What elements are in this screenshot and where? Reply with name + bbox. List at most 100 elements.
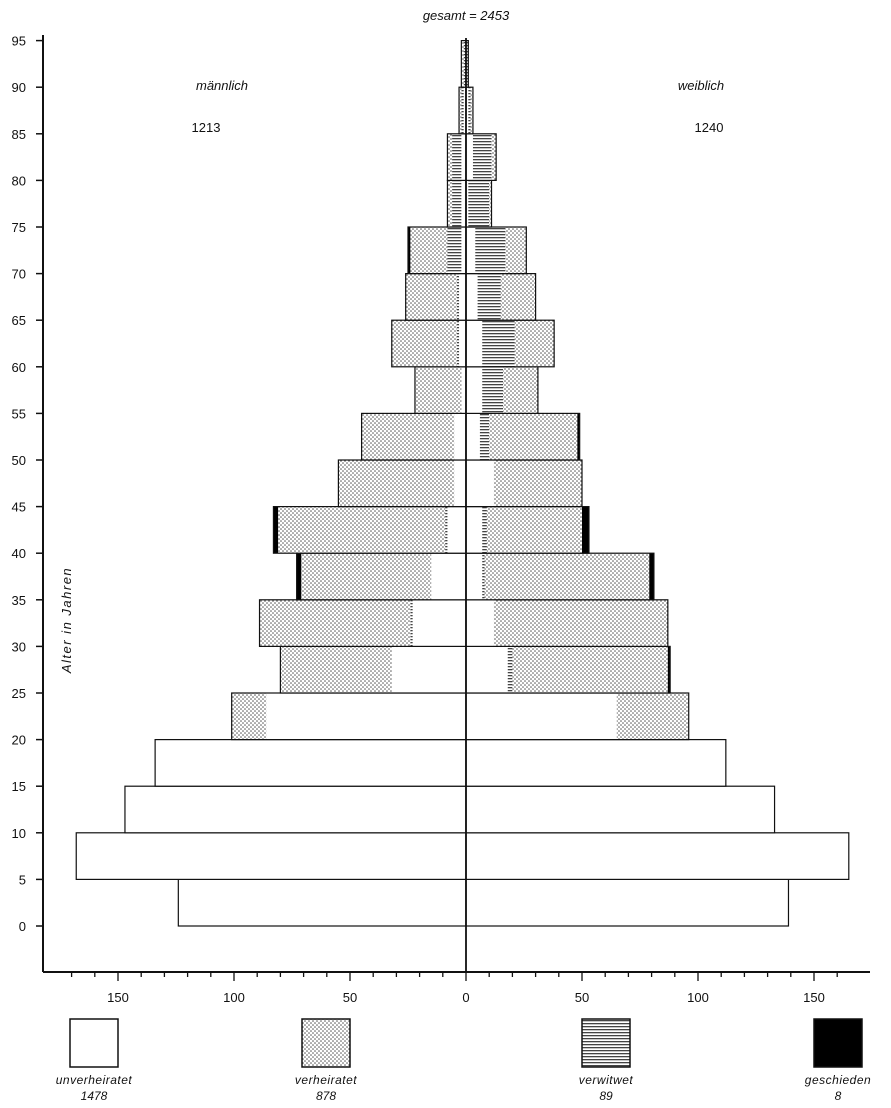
left-group-total: 1213	[192, 120, 221, 135]
bar-male-unverheiratet-0–4	[178, 879, 466, 926]
bar-female-verwitwet-60–64	[482, 320, 515, 367]
bar-female-unverheiratet-35–39	[466, 553, 483, 600]
bar-female-verheiratet-45–49	[493, 460, 582, 507]
bar-female-unverheiratet-85–89	[466, 87, 469, 134]
bar-male-unverheiratet-30–34	[412, 599, 466, 647]
bar-female-verheiratet-25–29	[512, 646, 668, 693]
bar-female-unverheiratet-70–74	[466, 227, 476, 274]
y-tick-label: 90	[12, 80, 26, 95]
x-tick-label: 100	[687, 990, 709, 1005]
bar-male-verheiratet-50–54	[361, 413, 455, 460]
x-tick-label: 50	[343, 990, 357, 1005]
bar-male-verheiratet-55–59	[414, 366, 462, 414]
legend-swatch-verheiratet	[301, 1018, 351, 1068]
legend-swatch-geschieden	[813, 1018, 863, 1068]
bar-male-verwitwet-60–64	[456, 320, 460, 367]
bar-male-unverheiratet-35–39	[431, 553, 466, 600]
y-tick-label: 60	[12, 360, 26, 375]
legend-count-verheiratet: 878	[316, 1089, 336, 1103]
bars-layer	[75, 39, 850, 927]
y-tick-label: 35	[12, 593, 26, 608]
bar-female-unverheiratet-0–4	[466, 879, 789, 926]
bar-male-unverheiratet-85–89	[463, 87, 466, 134]
legend-count-unverheiratet: 1478	[81, 1089, 108, 1103]
y-tick-label: 10	[12, 826, 26, 841]
bar-female-unverheiratet-40–44	[466, 506, 483, 554]
y-tick-label: 0	[19, 919, 26, 934]
bar-female-geschieden-25–29	[667, 646, 671, 693]
bar-male-unverheiratet-60–64	[459, 320, 466, 367]
bar-male-verheiratet-75–79	[447, 180, 453, 227]
bar-male-unverheiratet-70–74	[461, 227, 466, 274]
bar-male-verheiratet-35–39	[301, 553, 432, 600]
bar-male-unverheiratet-15–19	[155, 739, 466, 787]
bar-male-unverheiratet-40–44	[447, 506, 466, 554]
bar-female-verheiratet-65–69	[500, 273, 536, 321]
bar-male-unverheiratet-50–54	[454, 413, 466, 460]
bar-male-verheiratet-90–94	[461, 40, 464, 88]
y-ticks: 0 5 10 15 20 25 30 35 40 45 50 55 60 65 70 75 80 85 90 95	[12, 34, 43, 934]
bar-male-verwitwet-90–94	[463, 40, 466, 88]
y-tick-label: 75	[12, 220, 26, 235]
y-tick-label: 70	[12, 267, 26, 282]
y-tick-label: 80	[12, 173, 26, 188]
bar-male-verheiratet-25–29	[280, 646, 392, 693]
bar-female-verheiratet-40–44	[486, 506, 582, 554]
x-tick-label: 100	[223, 990, 245, 1005]
bar-male-unverheiratet-65–69	[459, 273, 466, 321]
bar-male-unverheiratet-45–49	[454, 460, 466, 507]
bar-female-geschieden-40–44	[582, 506, 589, 554]
bar-female-unverheiratet-75–79	[466, 180, 469, 227]
bar-male-geschieden-40–44	[273, 506, 279, 554]
x-tick-label: 150	[803, 990, 825, 1005]
bar-female-verheiratet-20–24	[616, 693, 689, 740]
bar-female-geschieden-35–39	[649, 553, 654, 600]
bar-female-unverheiratet-65–69	[466, 273, 478, 321]
bar-female-verwitwet-70–74	[475, 227, 506, 274]
bar-male-geschieden-70–74	[408, 227, 411, 274]
chart-title: gesamt = 2453	[423, 8, 510, 23]
bar-male-verheiratet-40–44	[278, 506, 446, 554]
bar-male-verwitwet-30–34	[410, 599, 413, 647]
legend-swatch-unverheiratet	[69, 1018, 119, 1068]
bar-male-verwitwet-40–44	[445, 506, 448, 554]
y-tick-label: 50	[12, 453, 26, 468]
bar-male-unverheiratet-55–59	[461, 366, 466, 414]
y-tick-label: 25	[12, 686, 26, 701]
bar-male-verheiratet-85–89	[459, 87, 462, 134]
bar-female-verwitwet-75–79	[468, 180, 490, 227]
legend-count-verwitwet: 89	[599, 1089, 613, 1103]
x-ticks: 150 100 50 0 50 100 150	[70, 972, 838, 1005]
bar-male-verwitwet-80–84	[452, 133, 462, 181]
bar-female-unverheiratet-20–24	[466, 693, 617, 740]
bar-male-verheiratet-60–64	[391, 320, 457, 367]
bar-female-verheiratet-75–79	[489, 180, 492, 227]
y-tick-label: 65	[12, 313, 26, 328]
bar-female-verheiratet-50–54	[489, 413, 578, 460]
bar-male-verwitwet-65–69	[456, 273, 460, 321]
y-tick-label: 55	[12, 406, 26, 421]
y-tick-label: 30	[12, 639, 26, 654]
bar-male-unverheiratet-5–9	[76, 832, 467, 880]
bar-female-verwitwet-40–44	[482, 506, 487, 554]
legend-label-geschieden: geschieden	[805, 1073, 871, 1087]
bar-male-unverheiratet-75–79	[461, 180, 466, 227]
legend: unverheiratet 1478 verheiratet 878 verwitwet…	[56, 1018, 871, 1103]
y-tick-label: 5	[19, 872, 26, 887]
bar-female-unverheiratet-25–29	[466, 646, 508, 693]
bar-female-verwitwet-50–54	[479, 413, 490, 460]
legend-swatch-verwitwet	[581, 1018, 631, 1068]
bar-female-verheiratet-80–84	[491, 133, 497, 181]
bar-female-verheiratet-60–64	[514, 320, 555, 367]
legend-count-geschieden: 8	[835, 1089, 842, 1103]
bar-female-verwitwet-35–39	[482, 553, 485, 600]
bar-female-geschieden-50–54	[577, 413, 580, 460]
legend-label-unverheiratet: unverheiratet	[56, 1073, 133, 1087]
bar-female-verheiratet-35–39	[484, 553, 650, 600]
left-group-label: männlich	[196, 78, 248, 93]
y-tick-label: 95	[12, 34, 26, 49]
bar-female-verwitwet-85–89	[468, 87, 471, 134]
bar-female-verwitwet-25–29	[507, 646, 513, 693]
bar-female-unverheiratet-80–84	[466, 133, 473, 181]
